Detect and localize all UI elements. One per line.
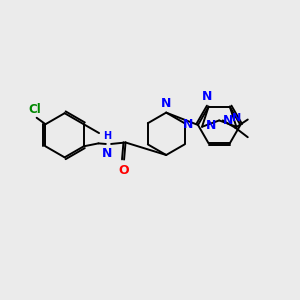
Text: H: H <box>103 131 111 141</box>
Text: N: N <box>183 118 193 131</box>
Text: N: N <box>223 114 233 127</box>
Text: N: N <box>206 119 216 132</box>
Text: N: N <box>161 97 171 110</box>
Text: O: O <box>119 164 129 177</box>
Text: N: N <box>102 147 112 160</box>
Text: Cl: Cl <box>29 103 42 116</box>
Text: N: N <box>202 90 212 103</box>
Text: N: N <box>232 113 242 123</box>
